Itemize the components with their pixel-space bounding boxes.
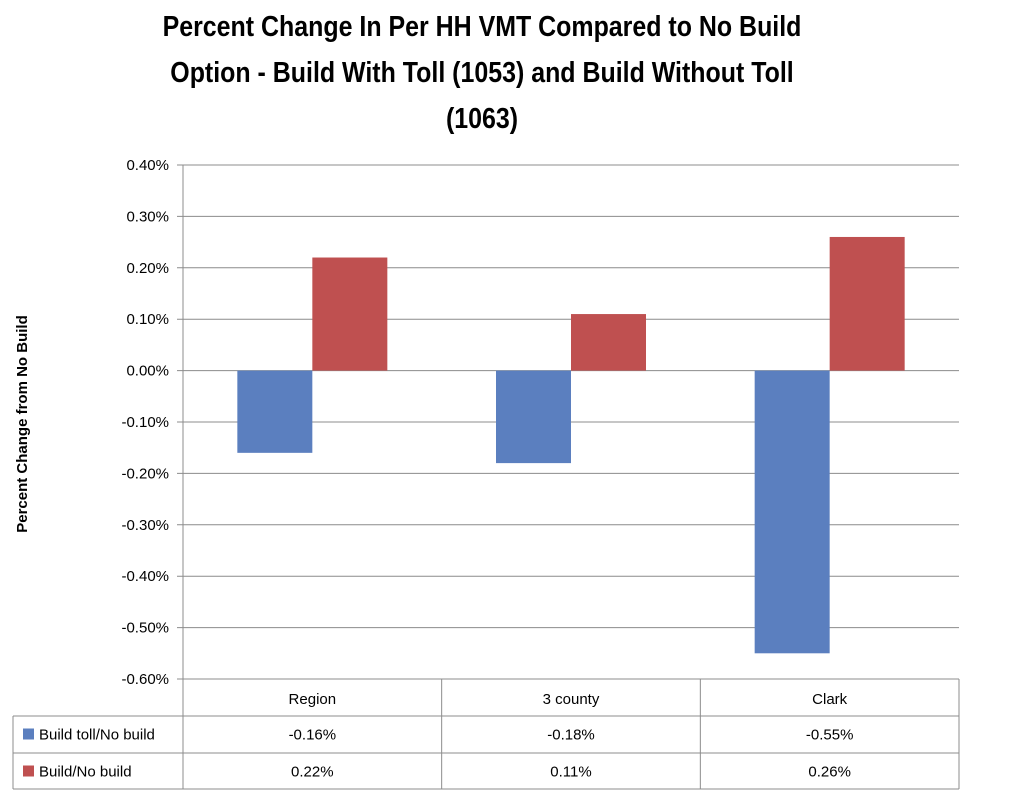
data-label: -0.55% <box>806 727 854 744</box>
bar-build-clark <box>829 236 905 371</box>
data-label: 0.11% <box>550 764 591 781</box>
y-tick-label: -0.30% <box>121 517 169 534</box>
legend-label-build: Build/No build <box>39 764 132 781</box>
x-category-label: Region <box>289 691 337 708</box>
bar-build-toll-region <box>237 370 313 453</box>
y-axis-label: Percent Change from No Build <box>14 315 31 533</box>
legend-key-build-toll <box>23 728 34 740</box>
data-table: Region 3 county Clark Build toll/No build -0… <box>12 678 960 790</box>
bar-build-region <box>312 257 388 371</box>
x-category-label: 3 county <box>543 691 600 708</box>
y-tick-label: -0.10% <box>121 414 169 431</box>
chart-title: Percent Change In Per HH VMT Compared to… <box>0 4 964 142</box>
legend-key-build <box>23 765 34 777</box>
y-tick-label: -0.50% <box>121 620 169 637</box>
y-tick-label: 0.20% <box>126 260 169 277</box>
chart-title-line-2: Option - Build With Toll (1053) and Buil… <box>170 57 794 89</box>
bar-build-3-county <box>571 314 646 371</box>
y-tick-label: 0.30% <box>126 208 169 225</box>
y-tick-label: -0.20% <box>121 465 169 482</box>
y-tick-label: -0.60% <box>121 671 169 688</box>
y-tick-label: 0.00% <box>126 363 169 380</box>
bar-build-toll-3-county <box>496 370 571 464</box>
legend-label-build-toll: Build toll/No build <box>39 727 155 744</box>
data-label: 0.22% <box>291 764 334 781</box>
bar-build-toll-clark <box>754 370 830 654</box>
data-label: 0.26% <box>808 764 851 781</box>
y-tick-label: -0.40% <box>121 568 169 585</box>
bars <box>237 236 905 654</box>
x-category-label: Clark <box>812 691 848 708</box>
chart-title-line-1: Percent Change In Per HH VMT Compared to… <box>162 11 802 43</box>
y-tick-label: 0.10% <box>126 311 169 328</box>
chart-title-line-3: (1063) <box>445 103 519 135</box>
data-label: -0.18% <box>547 727 595 744</box>
y-tick-label: 0.40% <box>126 157 169 174</box>
y-axis: 0.40% 0.30% 0.20% 0.10% 0.00% -0.10% -0.20% -0.… <box>121 157 184 789</box>
data-label: -0.16% <box>289 727 337 744</box>
